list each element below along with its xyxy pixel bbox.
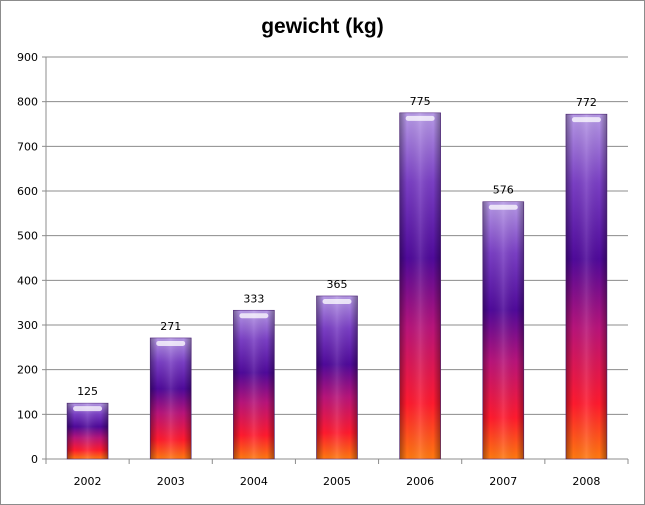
x-tick-label: 2008	[572, 475, 600, 488]
bar-shading	[482, 201, 524, 459]
bar-shading	[67, 403, 109, 459]
y-tick-label: 500	[17, 230, 38, 243]
y-tick-label: 700	[17, 140, 38, 153]
x-tick-label: 2005	[323, 475, 351, 488]
bar-highlight	[405, 115, 435, 121]
x-tick-label: 2003	[157, 475, 185, 488]
x-tick-label: 2002	[74, 475, 102, 488]
x-tick-label: 2004	[240, 475, 268, 488]
y-tick-label: 800	[17, 96, 38, 109]
data-label: 772	[576, 96, 597, 109]
data-label: 775	[410, 95, 431, 108]
bar-highlight	[73, 406, 103, 412]
y-tick-label: 400	[17, 274, 38, 287]
bar-shading	[399, 112, 441, 459]
data-label: 365	[327, 278, 348, 291]
x-tick-label: 2007	[489, 475, 517, 488]
bar-shading	[233, 310, 275, 459]
bar-highlight	[571, 117, 601, 123]
data-label: 333	[243, 292, 264, 305]
y-tick-label: 600	[17, 185, 38, 198]
bar-shading	[565, 114, 607, 459]
bar-highlight	[322, 298, 352, 304]
bar-shading	[150, 337, 192, 459]
bar-highlight	[239, 313, 269, 319]
bar-highlight	[156, 340, 186, 346]
data-label: 576	[493, 184, 514, 197]
bar-highlight	[488, 204, 518, 210]
y-tick-label: 300	[17, 319, 38, 332]
y-tick-label: 0	[31, 453, 38, 466]
data-label: 125	[77, 385, 98, 398]
data-label: 271	[160, 320, 181, 333]
bar-shading	[316, 295, 358, 459]
y-tick-label: 100	[17, 408, 38, 421]
chart-title: gewicht (kg)	[261, 15, 384, 38]
y-tick-label: 200	[17, 364, 38, 377]
x-tick-label: 2006	[406, 475, 434, 488]
y-tick-label: 900	[17, 51, 38, 64]
bars	[66, 112, 608, 460]
labels: 0 100 200 300 400 500 600 700 800 900 125 2002 271 20…	[17, 51, 600, 488]
